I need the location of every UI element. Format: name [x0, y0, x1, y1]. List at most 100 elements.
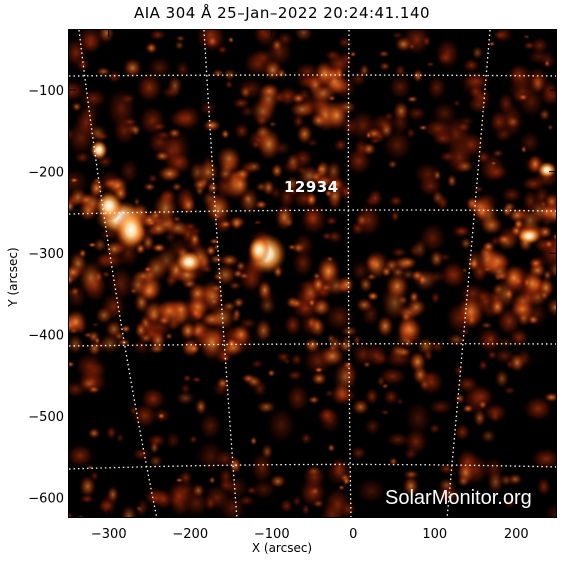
emission-patch [175, 477, 184, 483]
emission-patch [149, 494, 162, 503]
emission-patch [366, 291, 380, 302]
emission-patch [378, 61, 391, 72]
emission-patch [426, 61, 435, 67]
emission-patch [527, 314, 540, 325]
emission-patch [324, 189, 333, 198]
emission-patch [299, 201, 328, 236]
emission-patch [269, 474, 287, 489]
emission-patch [473, 202, 491, 222]
x-tick-label: −200 [172, 527, 208, 542]
emission-patch [175, 391, 196, 406]
emission-patch [314, 366, 324, 373]
emission-patch [367, 188, 384, 208]
emission-patch [254, 30, 271, 43]
emission-patch [486, 349, 498, 361]
emission-patch [502, 497, 516, 510]
emission-patch [482, 240, 496, 253]
emission-patch [156, 299, 182, 322]
emission-patch [95, 190, 123, 222]
emission-patch [91, 322, 100, 328]
emission-patch [256, 127, 282, 161]
emission-patch [352, 334, 362, 346]
emission-patch [69, 309, 88, 335]
emission-patch [74, 151, 91, 164]
emission-patch [489, 264, 511, 280]
emission-patch [506, 115, 521, 129]
emission-patch [254, 318, 273, 344]
emission-patch [115, 209, 147, 251]
emission-patch [188, 342, 200, 355]
emission-patch [217, 45, 228, 55]
emission-patch [157, 165, 182, 183]
emission-patch [498, 337, 514, 348]
emission-patch [69, 443, 95, 468]
emission-patch [185, 294, 211, 319]
emission-patch [175, 59, 191, 79]
emission-patch [211, 68, 225, 78]
emission-patch [538, 108, 551, 122]
emission-patch [507, 473, 523, 486]
emission-patch [491, 148, 505, 158]
emission-patch [309, 83, 337, 104]
emission-patch [404, 400, 433, 436]
emission-patch [258, 295, 277, 316]
emission-patch [128, 272, 148, 298]
emission-patch [489, 109, 509, 135]
emission-patch [149, 440, 160, 455]
y-tick-label: −300 [28, 247, 64, 262]
emission-patch [69, 177, 79, 183]
emission-patch [209, 297, 219, 306]
emission-patch [382, 388, 400, 406]
emission-patch [285, 152, 301, 172]
emission-patch [205, 35, 219, 48]
emission-patch [489, 296, 506, 317]
emission-patch [69, 360, 75, 368]
emission-patch [228, 36, 234, 44]
emission-patch [143, 182, 157, 192]
emission-patch [132, 447, 151, 461]
emission-patch [271, 38, 283, 53]
emission-patch [530, 447, 556, 471]
emission-patch [276, 351, 292, 363]
x-tick-label: 200 [504, 527, 529, 542]
emission-patch [312, 499, 325, 509]
emission-patch [537, 161, 556, 179]
emission-patch [349, 51, 357, 58]
emission-patch [461, 267, 469, 274]
emission-patch [258, 82, 281, 100]
emission-patch [362, 361, 372, 369]
x-tick-label: 100 [422, 527, 447, 542]
emission-patch [88, 178, 105, 199]
emission-patch [491, 283, 505, 296]
emission-patch [508, 63, 527, 85]
emission-patch [321, 231, 332, 241]
emission-patch [358, 63, 370, 78]
emission-patch [483, 163, 510, 181]
emission-patch [452, 99, 462, 108]
emission-patch [249, 358, 265, 370]
emission-patch [398, 319, 424, 342]
emission-patch [148, 220, 169, 238]
emission-patch [248, 236, 270, 264]
emission-patch [455, 375, 479, 394]
emission-patch [147, 454, 164, 469]
emission-patch [267, 369, 276, 378]
emission-patch [78, 248, 87, 258]
emission-patch [406, 105, 428, 122]
emission-patch [522, 34, 531, 40]
emission-patch [249, 436, 258, 446]
emission-patch [412, 238, 428, 260]
emission-patch [543, 392, 556, 403]
emission-patch [97, 333, 122, 355]
emission-patch [342, 476, 351, 486]
emission-patch [260, 443, 274, 460]
emission-patch [543, 502, 556, 517]
emission-patch [461, 72, 491, 91]
emission-patch [144, 254, 169, 283]
emission-patch [489, 410, 501, 423]
emission-patch [394, 36, 413, 53]
emission-patch [242, 193, 254, 204]
emission-patch [455, 159, 475, 174]
emission-patch [217, 466, 234, 487]
emission-patch [69, 512, 74, 517]
